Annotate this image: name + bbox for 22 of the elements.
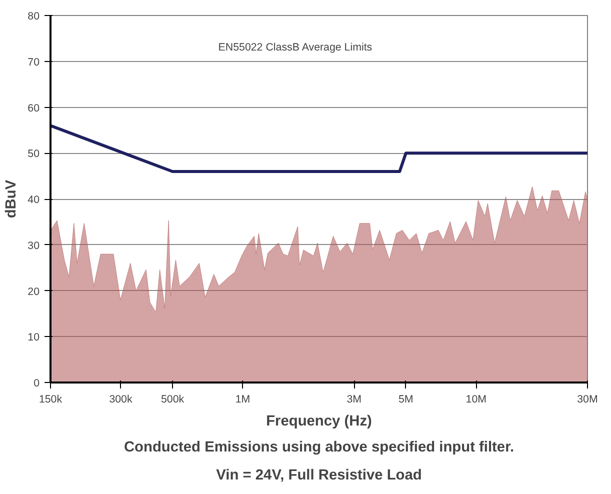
y-tick-label: 30 <box>28 240 40 252</box>
x-tick-label: 10M <box>466 394 487 406</box>
text: Conducted Emissions using above specified input filter. <box>124 440 514 456</box>
y-tick-label: 50 <box>28 148 40 160</box>
x-tick-label: 300k <box>109 394 133 406</box>
x-tick-label: 5M <box>398 394 414 406</box>
x-axis-title: Frequency (Hz) <box>266 414 372 430</box>
y-tick-label: 10 <box>28 332 40 344</box>
x-tick-label: 30M <box>577 394 598 406</box>
x-tick-label: 150k <box>38 394 63 406</box>
x-tick-label: 500k <box>160 394 185 406</box>
text: Vin = 24V, Full Resistive Load <box>216 468 422 484</box>
x-tick-label: 1M <box>235 394 250 406</box>
annotation: EN55022 ClassB Average Limits <box>218 42 372 54</box>
y-tick-label: 20 <box>28 286 40 298</box>
y-tick-label: 80 <box>28 10 40 22</box>
y-tick-label: 70 <box>28 56 40 68</box>
y-tick-label: 40 <box>28 194 40 206</box>
y-tick-label: 0 <box>34 378 40 390</box>
x-tick-label: 3M <box>346 394 362 406</box>
y-tick-label: 60 <box>28 102 40 114</box>
y-axis-title: dBuV <box>4 180 20 218</box>
